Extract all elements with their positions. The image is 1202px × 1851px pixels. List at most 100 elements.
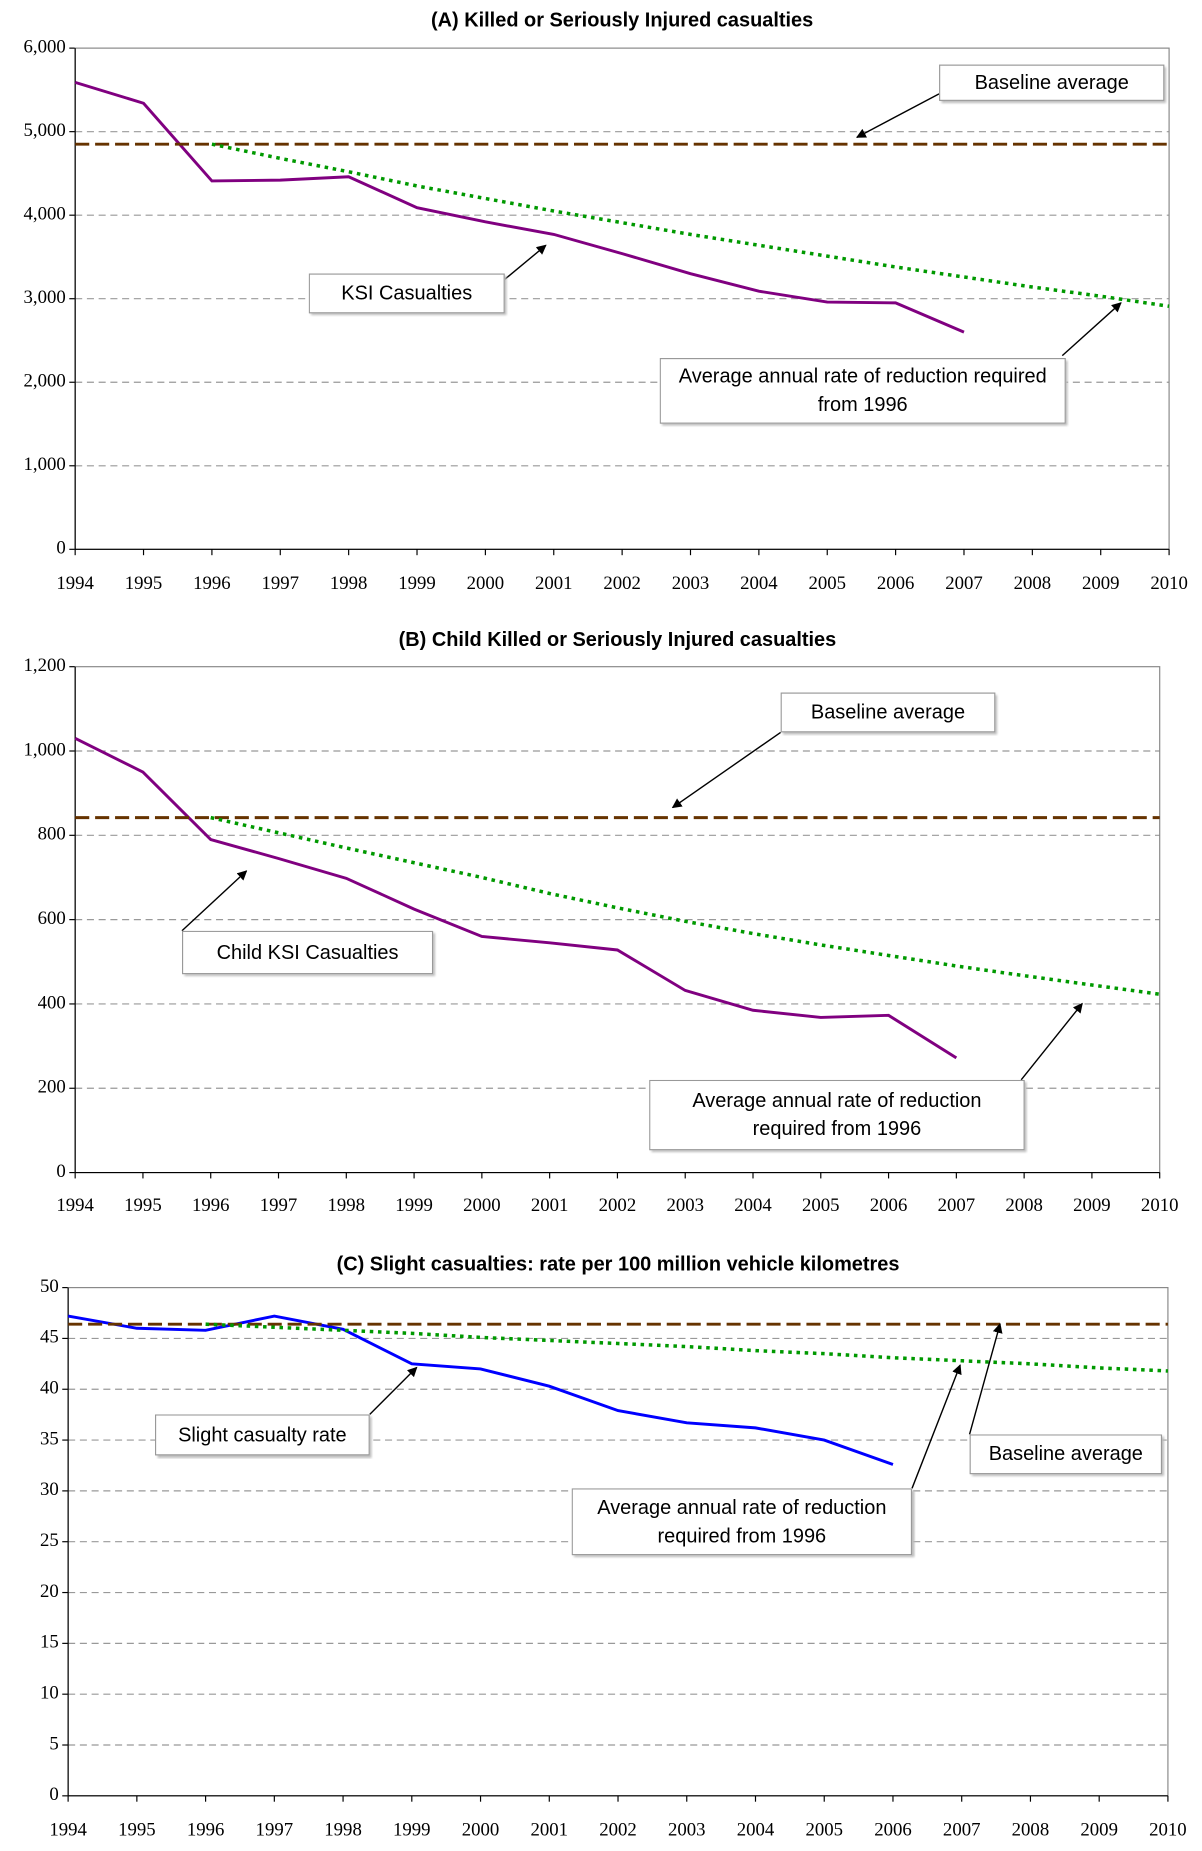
x-tick-label: 2005 — [805, 1819, 843, 1840]
x-tick-label: 2001 — [535, 573, 573, 594]
series-label: KSI Casualties — [308, 273, 505, 314]
x-tick-label: 2005 — [808, 573, 846, 594]
y-tick-label: 400 — [38, 992, 66, 1013]
x-tick-label: 1996 — [187, 1819, 225, 1840]
series-label: Average annual rate of reduction require… — [659, 357, 1066, 424]
callout-arrow — [181, 870, 248, 932]
y-tick-label: 30 — [40, 1479, 59, 1500]
x-tick-label: 2000 — [467, 573, 505, 594]
x-tick-label: 2005 — [802, 1195, 840, 1216]
x-tick-label: 2004 — [740, 573, 778, 594]
x-tick-label: 1999 — [395, 1195, 433, 1216]
series-line — [210, 815, 1160, 996]
x-tick-label: 2003 — [666, 1195, 704, 1216]
x-tick-label: 2008 — [1014, 573, 1052, 594]
series-label: Child KSI Casualties — [181, 930, 434, 975]
x-tick-label: 2002 — [599, 1819, 637, 1840]
y-tick-label: 20 — [40, 1581, 59, 1602]
chart-title: (C) Slight casualties: rate per 100 mill… — [337, 1254, 900, 1276]
x-tick-label: 2008 — [1005, 1195, 1043, 1216]
y-tick-label: 6,000 — [24, 36, 66, 57]
x-tick-label: 1999 — [398, 573, 436, 594]
x-tick-label: 2007 — [938, 1195, 976, 1216]
callout: KSI Casualties — [308, 273, 505, 314]
callout: Child KSI Casualties — [181, 930, 434, 975]
y-tick-label: 50 — [40, 1276, 59, 1297]
callout-arrow — [369, 1366, 418, 1415]
callout: Average annual rate of reduction require… — [659, 357, 1066, 424]
x-tick-label: 1998 — [324, 1819, 362, 1840]
callout-arrow — [1061, 302, 1122, 357]
x-tick-label: 1995 — [124, 1195, 162, 1216]
y-tick-label: 0 — [56, 538, 65, 559]
series-label: Slight casualty rate — [154, 1414, 370, 1456]
callout-arrow — [911, 1364, 962, 1489]
x-tick-label: 1994 — [56, 573, 94, 594]
x-tick-label: 1994 — [56, 1195, 94, 1216]
x-tick-label: 2007 — [945, 573, 983, 594]
y-tick-label: 1,200 — [24, 655, 66, 676]
chart-title: (A) Killed or Seriously Injured casualti… — [431, 9, 813, 31]
x-tick-label: 2006 — [874, 1819, 912, 1840]
series-line — [74, 737, 958, 1060]
series-line — [211, 142, 1170, 308]
x-tick-label: 1995 — [118, 1819, 156, 1840]
series-label: Average annual rate of reduction require… — [571, 1488, 913, 1556]
y-tick-label: 25 — [40, 1530, 59, 1551]
y-tick-label: 800 — [38, 824, 66, 845]
x-tick-label: 2001 — [531, 1819, 569, 1840]
x-tick-label: 1994 — [49, 1819, 87, 1840]
y-tick-label: 4,000 — [24, 203, 66, 224]
callout-arrow — [671, 731, 781, 809]
x-tick-label: 2004 — [734, 1195, 772, 1216]
y-tick-label: 35 — [40, 1428, 59, 1449]
y-tick-label: 1,000 — [24, 739, 66, 760]
y-tick-label: 0 — [56, 1161, 65, 1182]
x-tick-label: 2006 — [870, 1195, 908, 1216]
y-tick-label: 600 — [38, 908, 66, 929]
x-tick-label: 1997 — [256, 1819, 294, 1840]
callout: Average annual rate of reduction require… — [649, 1079, 1025, 1151]
x-tick-label: 2006 — [877, 573, 915, 594]
series-label: Baseline average — [969, 1434, 1163, 1475]
y-tick-label: 1,000 — [24, 454, 66, 475]
x-tick-label: 2002 — [603, 573, 641, 594]
callout-arrow — [968, 1323, 1003, 1435]
x-tick-label: 2009 — [1073, 1195, 1111, 1216]
callout: Baseline average — [780, 692, 996, 733]
series-label: Baseline average — [780, 692, 996, 733]
y-tick-label: 200 — [38, 1077, 66, 1098]
y-tick-label: 45 — [40, 1327, 59, 1348]
x-tick-label: 1996 — [193, 573, 231, 594]
x-tick-label: 1996 — [192, 1195, 230, 1216]
x-tick-label: 2001 — [531, 1195, 569, 1216]
x-tick-label: 1998 — [330, 573, 368, 594]
x-tick-label: 2009 — [1080, 1819, 1118, 1840]
x-tick-label: 1999 — [393, 1819, 431, 1840]
x-tick-label: 2010 — [1150, 573, 1188, 594]
y-tick-label: 15 — [40, 1632, 59, 1653]
series-label: Average annual rate of reduction require… — [649, 1079, 1025, 1151]
y-tick-label: 10 — [40, 1682, 59, 1703]
y-tick-label: 5 — [49, 1733, 58, 1754]
x-tick-label: 2003 — [672, 573, 710, 594]
x-tick-label: 1998 — [328, 1195, 366, 1216]
callout: Baseline average — [969, 1434, 1163, 1475]
y-tick-label: 5,000 — [24, 120, 66, 141]
callout-arrow — [856, 93, 940, 138]
y-tick-label: 0 — [49, 1784, 58, 1805]
x-tick-label: 2010 — [1149, 1819, 1187, 1840]
y-tick-label: 2,000 — [24, 371, 66, 392]
callout: Baseline average — [939, 64, 1165, 101]
x-tick-label: 2002 — [599, 1195, 637, 1216]
x-tick-label: 1997 — [262, 573, 300, 594]
series-line — [74, 80, 965, 334]
callout: Slight casualty rate — [154, 1414, 370, 1456]
y-tick-label: 40 — [40, 1378, 59, 1399]
x-tick-label: 2010 — [1141, 1195, 1179, 1216]
series-line — [67, 1314, 894, 1466]
x-tick-label: 2009 — [1082, 573, 1120, 594]
x-tick-label: 2007 — [943, 1819, 981, 1840]
chart-title: (B) Child Killed or Seriously Injured ca… — [399, 629, 837, 651]
